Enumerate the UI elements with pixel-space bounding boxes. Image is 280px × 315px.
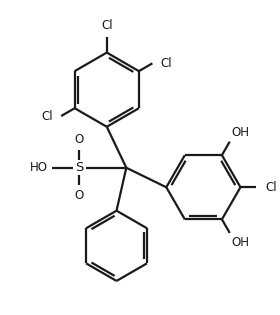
Text: OH: OH bbox=[232, 126, 250, 139]
Text: HO: HO bbox=[30, 161, 48, 174]
Text: Cl: Cl bbox=[160, 57, 172, 70]
Text: O: O bbox=[75, 189, 84, 202]
Text: Cl: Cl bbox=[266, 181, 277, 194]
Text: OH: OH bbox=[232, 236, 250, 249]
Text: Cl: Cl bbox=[42, 110, 53, 123]
Text: S: S bbox=[75, 161, 84, 174]
Text: Cl: Cl bbox=[101, 19, 113, 32]
Text: O: O bbox=[75, 133, 84, 146]
